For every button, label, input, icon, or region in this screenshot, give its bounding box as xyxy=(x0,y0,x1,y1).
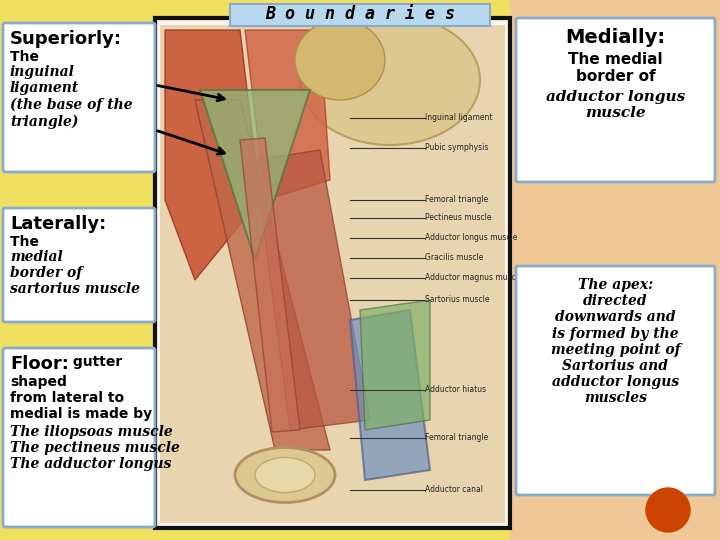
Text: Pectineus muscle: Pectineus muscle xyxy=(425,213,492,222)
FancyBboxPatch shape xyxy=(516,18,715,182)
Text: Femoral triangle: Femoral triangle xyxy=(425,434,488,442)
Text: Pubic symphysis: Pubic symphysis xyxy=(425,144,488,152)
Polygon shape xyxy=(195,100,330,450)
FancyBboxPatch shape xyxy=(516,266,715,495)
Ellipse shape xyxy=(255,457,315,492)
Text: Adductor canal: Adductor canal xyxy=(425,485,483,495)
Text: Adductor magnus muscle: Adductor magnus muscle xyxy=(425,273,523,282)
Circle shape xyxy=(646,488,690,532)
Polygon shape xyxy=(165,30,260,280)
Text: The: The xyxy=(10,235,44,249)
Polygon shape xyxy=(360,300,430,430)
Text: Laterally:: Laterally: xyxy=(10,215,107,233)
Text: The: The xyxy=(10,50,44,64)
Text: Femoral triangle: Femoral triangle xyxy=(425,195,488,205)
Ellipse shape xyxy=(235,448,335,503)
Text: The iliopsoas muscle
The pectineus muscle
The adductor longus: The iliopsoas muscle The pectineus muscl… xyxy=(10,425,180,471)
Text: Adductor longus muscle: Adductor longus muscle xyxy=(425,233,518,242)
Text: Medially:: Medially: xyxy=(565,28,665,47)
Polygon shape xyxy=(245,30,330,200)
Text: Inguinal ligament: Inguinal ligament xyxy=(425,113,492,123)
Text: Superiorly:: Superiorly: xyxy=(10,30,122,48)
Text: inguinal
ligament
(the base of the
triangle): inguinal ligament (the base of the trian… xyxy=(10,65,132,129)
Polygon shape xyxy=(350,310,430,480)
Bar xyxy=(155,18,510,528)
Bar xyxy=(230,4,490,26)
Text: The medial
border of: The medial border of xyxy=(568,52,663,84)
Bar xyxy=(160,25,505,523)
Polygon shape xyxy=(255,150,370,430)
Bar xyxy=(510,0,720,540)
Text: B o u n d a r i e s: B o u n d a r i e s xyxy=(265,5,455,23)
Text: gutter: gutter xyxy=(68,355,122,369)
FancyBboxPatch shape xyxy=(3,208,155,322)
FancyBboxPatch shape xyxy=(3,23,155,172)
Text: shaped
from lateral to
medial is made by: shaped from lateral to medial is made by xyxy=(10,375,152,421)
Polygon shape xyxy=(240,138,300,432)
Text: Sartorius muscle: Sartorius muscle xyxy=(425,295,490,305)
Polygon shape xyxy=(200,90,310,260)
Text: Adductor hiatus: Adductor hiatus xyxy=(425,386,486,395)
Text: The apex:
directed
downwards and
is formed by the
meeting point of
Sartorius and: The apex: directed downwards and is form… xyxy=(551,278,680,406)
Text: Floor:: Floor: xyxy=(10,355,69,373)
Text: Gracilis muscle: Gracilis muscle xyxy=(425,253,483,262)
Ellipse shape xyxy=(300,15,480,145)
Ellipse shape xyxy=(295,20,385,100)
FancyBboxPatch shape xyxy=(3,348,155,527)
Text: medial
border of
sartorius muscle: medial border of sartorius muscle xyxy=(10,250,140,296)
Text: adductor longus
muscle: adductor longus muscle xyxy=(546,90,685,120)
